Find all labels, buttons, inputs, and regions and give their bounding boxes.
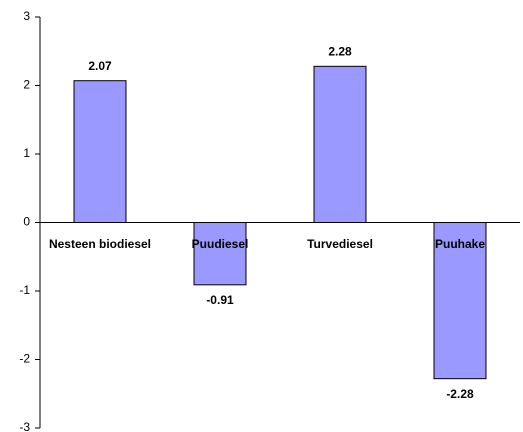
y-tick-label: -1 — [19, 283, 30, 297]
y-tick-label: 0 — [23, 215, 30, 229]
value-label: -2.28 — [446, 387, 474, 401]
y-tick-label: 3 — [23, 9, 30, 23]
value-label: 2.07 — [88, 59, 112, 73]
x-tick-label: Puudiesel — [191, 236, 249, 251]
bar — [73, 80, 127, 223]
bar — [193, 222, 247, 286]
bar — [313, 65, 367, 223]
value-label: 2.28 — [328, 44, 352, 58]
y-tick-label: -2 — [19, 352, 30, 366]
x-tick-label: Nesteen biodiesel — [48, 236, 152, 251]
x-tick-label: Puuhake — [434, 236, 485, 251]
bar — [433, 222, 487, 380]
value-label: -0.91 — [206, 293, 234, 307]
y-tick-label: -3 — [19, 420, 30, 432]
y-tick-label: 1 — [23, 146, 30, 160]
y-tick-label: 2 — [23, 78, 30, 92]
x-tick-label: Turvediesel — [307, 236, 373, 251]
